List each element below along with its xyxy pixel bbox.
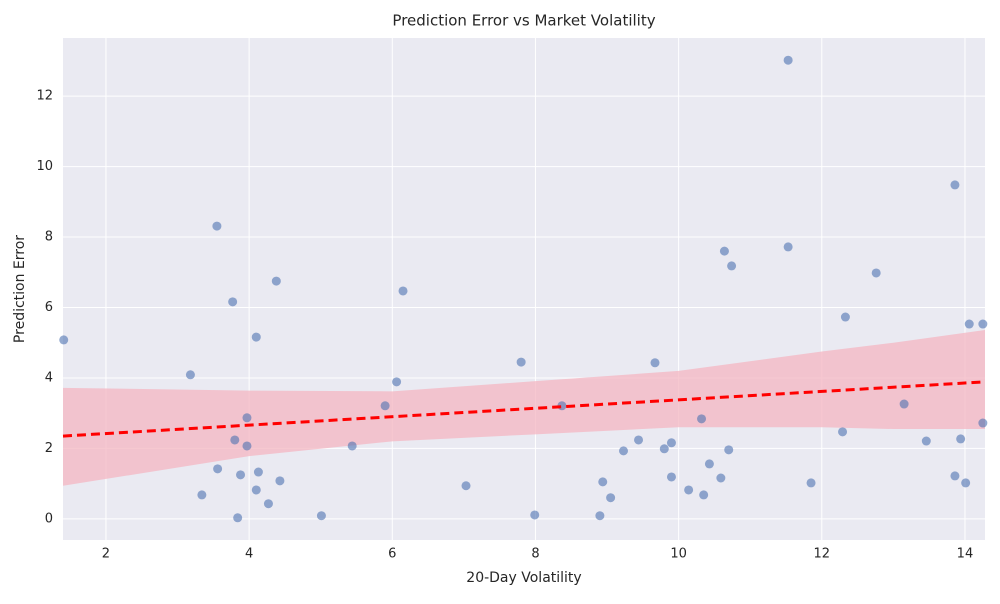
point: [899, 399, 909, 409]
point: [659, 444, 669, 454]
point: [228, 297, 238, 307]
point: [950, 471, 960, 481]
point: [516, 357, 526, 367]
point: [251, 485, 261, 495]
point: [840, 312, 850, 322]
x-tick-label: 2: [102, 547, 110, 562]
y-axis-label: Prediction Error: [12, 235, 28, 343]
point: [271, 276, 281, 286]
point: [461, 481, 471, 491]
point: [956, 434, 966, 444]
x-axis-label: 20-Day Volatility: [466, 570, 581, 586]
point: [530, 510, 540, 520]
point: [783, 242, 793, 252]
point: [783, 55, 793, 65]
point: [263, 499, 273, 509]
point: [236, 470, 246, 480]
y-tick-label: 12: [36, 89, 53, 104]
y-tick-label: 4: [45, 370, 53, 385]
x-tick-label: 12: [814, 547, 831, 562]
point: [727, 261, 737, 271]
point: [666, 438, 676, 448]
point: [185, 370, 195, 380]
point: [719, 246, 729, 256]
chart-title: Prediction Error vs Market Volatility: [392, 12, 655, 30]
x-tick-label: 10: [670, 547, 687, 562]
point: [619, 446, 629, 456]
point: [398, 286, 408, 296]
plot-area: [63, 38, 985, 540]
point: [697, 414, 707, 424]
y-tick-label: 6: [45, 300, 53, 315]
confidence-band: [63, 330, 985, 486]
point: [964, 319, 974, 329]
point: [212, 221, 222, 231]
point: [871, 268, 881, 278]
point: [921, 436, 931, 446]
point: [978, 418, 988, 428]
point: [716, 473, 726, 483]
point: [699, 490, 709, 500]
point: [275, 476, 285, 486]
x-tick-label: 14: [957, 547, 974, 562]
point: [598, 477, 608, 487]
point: [197, 490, 207, 500]
point: [595, 511, 605, 521]
y-tick-label: 8: [45, 230, 53, 245]
point: [704, 459, 714, 469]
point: [634, 435, 644, 445]
point: [253, 467, 263, 477]
point: [724, 445, 734, 455]
point: [242, 441, 252, 451]
y-tick-label: 2: [45, 441, 53, 456]
point: [650, 358, 660, 368]
y-tick-label: 10: [36, 159, 53, 174]
point: [392, 377, 402, 387]
point: [978, 319, 988, 329]
y-tick-label: 0: [45, 511, 53, 526]
point: [316, 511, 326, 521]
point: [961, 478, 971, 488]
x-tick-label: 8: [531, 547, 539, 562]
point: [838, 427, 848, 437]
point: [233, 513, 243, 523]
point: [251, 332, 261, 342]
point: [666, 472, 676, 482]
x-tick-label: 4: [245, 547, 253, 562]
point: [806, 478, 816, 488]
point: [230, 435, 240, 445]
point: [347, 441, 357, 451]
point: [606, 493, 616, 503]
point: [684, 485, 694, 495]
x-tick-label: 6: [388, 547, 396, 562]
point: [242, 413, 252, 423]
point: [59, 335, 69, 345]
point: [213, 464, 223, 474]
point: [380, 401, 390, 411]
point: [950, 180, 960, 190]
